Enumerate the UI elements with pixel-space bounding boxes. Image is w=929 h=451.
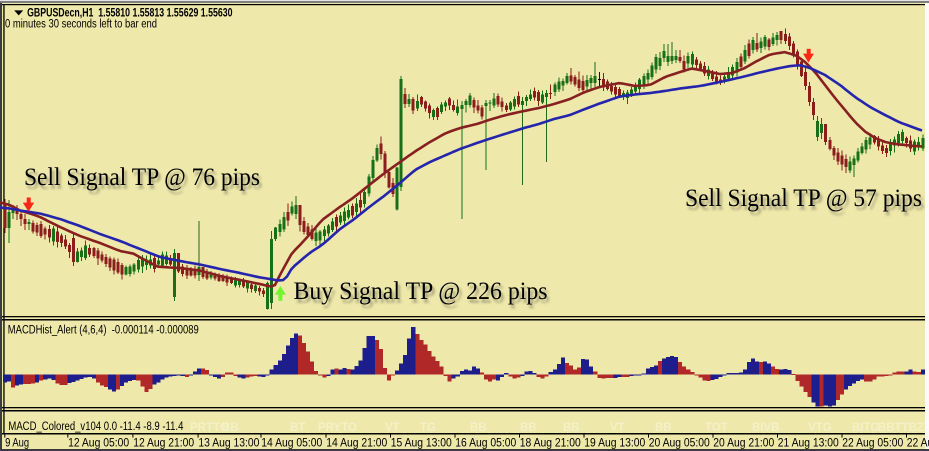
- svg-text:Buy Signal TP @ 226 pips: Buy Signal TP @ 226 pips: [296, 281, 550, 308]
- svg-text:GBPUSDecn,H1 1.55810 1.55813: GBPUSDecn,H1 1.55810 1.55813 1.55629 1.5…: [27, 8, 232, 20]
- svg-text:PRYTO: PRYTO: [318, 422, 357, 434]
- svg-text:14 Aug 05:00: 14 Aug 05:00: [261, 438, 322, 450]
- svg-text:BIVB: BIVB: [752, 422, 779, 434]
- svg-text:BT: BT: [290, 422, 305, 434]
- svg-text:Buy Signal TP @ 226 pips: Buy Signal TP @ 226 pips: [294, 278, 548, 305]
- svg-text:9 Aug: 9 Aug: [5, 438, 29, 450]
- svg-text:BBTTBZBVT: BBTTBZBVT: [878, 422, 929, 434]
- svg-text:MACD_Colored_v104 0.0 -11.4 -8: MACD_Colored_v104 0.0 -11.4 -8.9 -11.4: [8, 421, 183, 433]
- svg-text:Sell Signal TP @ 76 pips: Sell Signal TP @ 76 pips: [24, 164, 260, 191]
- svg-text:20 Aug 21:00: 20 Aug 21:00: [713, 438, 774, 450]
- svg-text:0 minutes 30 seconds left to b: 0 minutes 30 seconds left to bar end: [5, 19, 157, 31]
- svg-text:12 Aug 21:00: 12 Aug 21:00: [133, 438, 194, 450]
- svg-text:16 Aug 05:00: 16 Aug 05:00: [455, 438, 516, 450]
- svg-text:15 Aug 13:00: 15 Aug 13:00: [391, 438, 452, 450]
- svg-text:TOT: TOT: [705, 422, 728, 434]
- svg-text:18 Aug 21:00: 18 Aug 21:00: [520, 438, 581, 450]
- svg-text:Sell Signal TP @ 76 pips: Sell Signal TP @ 76 pips: [26, 167, 262, 194]
- svg-text:Sell Signal TP @ 57 pips: Sell Signal TP @ 57 pips: [685, 185, 922, 212]
- svg-text:22 Aug 05:00: 22 Aug 05:00: [842, 438, 903, 450]
- svg-text:VT: VT: [610, 422, 625, 434]
- svg-text:BB: BB: [655, 422, 672, 434]
- svg-text:Sell Signal TP @ 57 pips: Sell Signal TP @ 57 pips: [687, 188, 924, 215]
- svg-text:21 Aug 13:00: 21 Aug 13:00: [778, 438, 839, 450]
- svg-text:14 Aug 21:00: 14 Aug 21:00: [326, 438, 387, 450]
- svg-text:BB: BB: [470, 422, 487, 434]
- svg-text:13 Aug 13:00: 13 Aug 13:00: [198, 438, 259, 450]
- svg-text:PRTTO: PRTTO: [190, 422, 229, 434]
- svg-text:20 Aug 05:00: 20 Aug 05:00: [649, 438, 710, 450]
- svg-text:TG: TG: [420, 422, 436, 434]
- svg-text:BB: BB: [520, 422, 537, 434]
- svg-text:VT: VT: [385, 422, 400, 434]
- svg-text:BB: BB: [222, 422, 239, 434]
- svg-text:19 Aug 13:00: 19 Aug 13:00: [584, 438, 645, 450]
- svg-text:BITG: BITG: [852, 422, 880, 434]
- svg-text:12 Aug 05:00: 12 Aug 05:00: [68, 438, 129, 450]
- svg-text:MACDHist_Alert (4,6,4) -0.000: MACDHist_Alert (4,6,4) -0.000114 -0.0000…: [8, 325, 199, 337]
- svg-text:BB: BB: [563, 422, 580, 434]
- svg-text:22 Aug 21:00: 22 Aug 21:00: [907, 438, 929, 450]
- svg-text:VTG: VTG: [808, 422, 832, 434]
